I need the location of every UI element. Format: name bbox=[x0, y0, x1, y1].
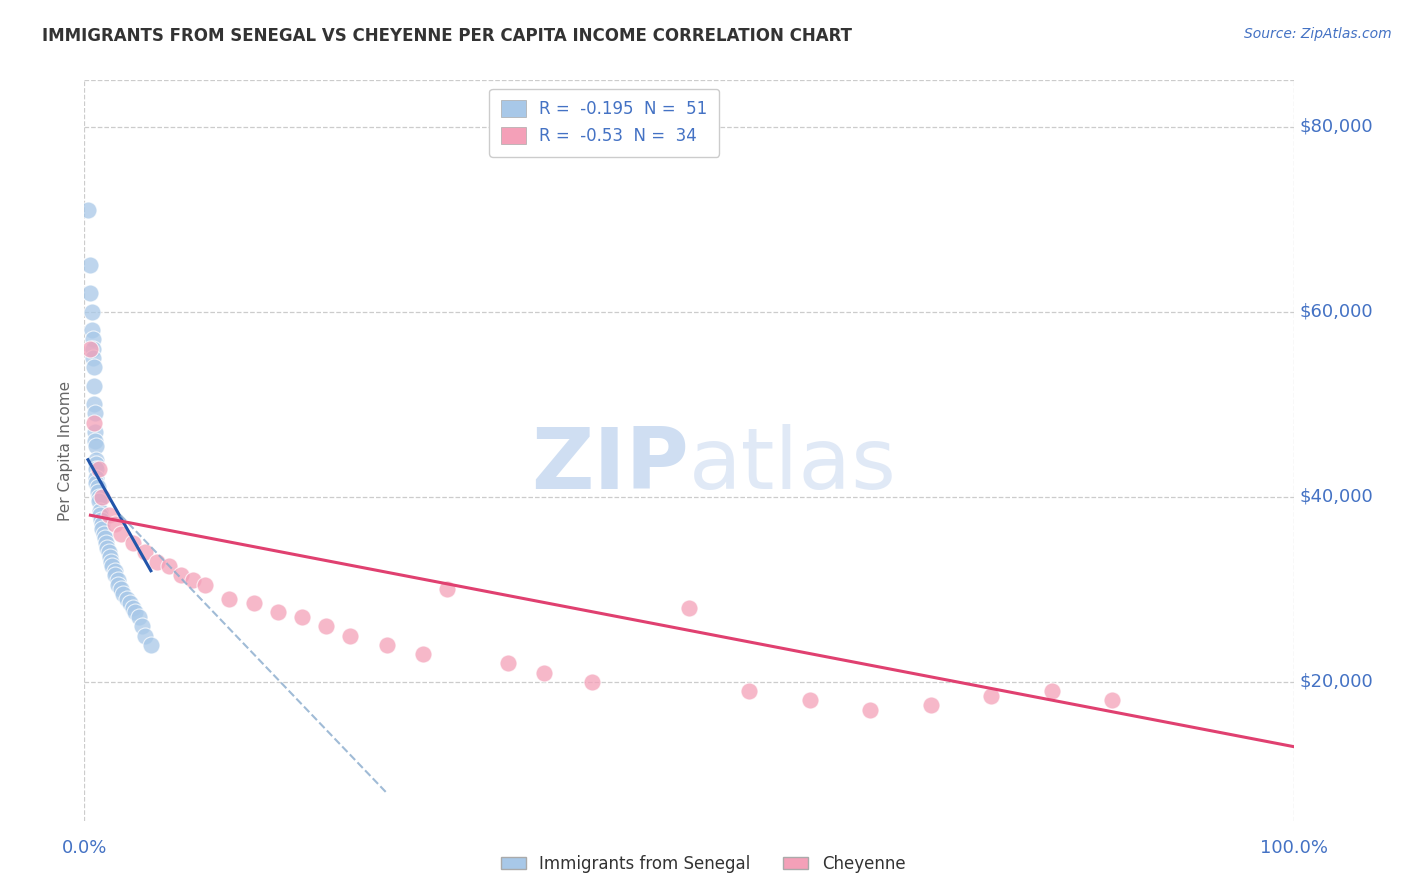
Point bbox=[115, 591, 138, 606]
Point bbox=[84, 407, 107, 421]
Point bbox=[97, 508, 120, 523]
Point bbox=[82, 332, 104, 346]
Point bbox=[112, 587, 135, 601]
Text: 100.0%: 100.0% bbox=[1260, 839, 1327, 857]
Point bbox=[94, 532, 117, 546]
Point bbox=[980, 689, 1002, 703]
Point bbox=[131, 619, 153, 633]
Text: $40,000: $40,000 bbox=[1299, 488, 1374, 506]
Point bbox=[94, 536, 117, 550]
Point bbox=[170, 568, 193, 582]
Legend: R =  -0.195  N =  51, R =  -0.53  N =  34: R = -0.195 N = 51, R = -0.53 N = 34 bbox=[489, 88, 720, 157]
Point bbox=[90, 513, 112, 527]
Point bbox=[79, 342, 101, 356]
Point bbox=[89, 508, 111, 523]
Point bbox=[859, 703, 882, 717]
Point bbox=[86, 458, 108, 472]
Point bbox=[134, 628, 156, 642]
Point bbox=[96, 541, 118, 555]
Point bbox=[82, 351, 104, 365]
Point bbox=[1040, 684, 1063, 698]
Point bbox=[181, 573, 204, 587]
Point bbox=[83, 360, 105, 375]
Y-axis label: Per Capita Income: Per Capita Income bbox=[58, 380, 73, 521]
Point bbox=[87, 490, 110, 504]
Point bbox=[79, 286, 101, 301]
Text: Source: ZipAtlas.com: Source: ZipAtlas.com bbox=[1244, 27, 1392, 41]
Point bbox=[98, 549, 121, 564]
Point bbox=[533, 665, 555, 680]
Point bbox=[375, 638, 398, 652]
Point bbox=[104, 564, 127, 578]
Point bbox=[86, 485, 108, 500]
Legend: Immigrants from Senegal, Cheyenne: Immigrants from Senegal, Cheyenne bbox=[494, 848, 912, 880]
Point bbox=[128, 610, 150, 624]
Point bbox=[86, 475, 108, 490]
Point bbox=[678, 600, 700, 615]
Point bbox=[83, 378, 105, 392]
Point bbox=[86, 439, 108, 453]
Point bbox=[799, 693, 821, 707]
Point bbox=[87, 494, 110, 508]
Text: IMMIGRANTS FROM SENEGAL VS CHEYENNE PER CAPITA INCOME CORRELATION CHART: IMMIGRANTS FROM SENEGAL VS CHEYENNE PER … bbox=[42, 27, 852, 45]
Point bbox=[157, 559, 180, 574]
Point bbox=[79, 259, 101, 273]
Point bbox=[121, 600, 143, 615]
Text: $20,000: $20,000 bbox=[1299, 673, 1374, 690]
Point bbox=[242, 596, 264, 610]
Text: ZIP: ZIP bbox=[531, 424, 689, 507]
Text: 0.0%: 0.0% bbox=[62, 839, 107, 857]
Point bbox=[104, 568, 127, 582]
Point bbox=[412, 647, 434, 661]
Point bbox=[104, 517, 127, 532]
Point bbox=[84, 425, 107, 439]
Point bbox=[218, 591, 240, 606]
Point bbox=[581, 674, 603, 689]
Point bbox=[120, 596, 142, 610]
Point bbox=[87, 462, 110, 476]
Point bbox=[80, 304, 103, 318]
Point bbox=[267, 606, 290, 620]
Point bbox=[91, 490, 114, 504]
Point bbox=[101, 559, 124, 574]
Point bbox=[124, 606, 146, 620]
Point bbox=[83, 416, 105, 430]
Point bbox=[77, 202, 100, 217]
Point bbox=[291, 610, 314, 624]
Point bbox=[920, 698, 942, 712]
Point bbox=[89, 503, 111, 517]
Point bbox=[146, 554, 169, 569]
Point bbox=[107, 573, 129, 587]
Point bbox=[121, 536, 143, 550]
Point bbox=[83, 397, 105, 411]
Text: $60,000: $60,000 bbox=[1299, 302, 1374, 320]
Point bbox=[110, 582, 132, 597]
Point bbox=[315, 619, 337, 633]
Point bbox=[134, 545, 156, 559]
Point bbox=[496, 657, 519, 671]
Point bbox=[91, 522, 114, 536]
Point bbox=[100, 554, 122, 569]
Point bbox=[339, 628, 361, 642]
Text: $80,000: $80,000 bbox=[1299, 118, 1374, 136]
Point bbox=[110, 526, 132, 541]
Point bbox=[86, 471, 108, 485]
Point bbox=[82, 342, 104, 356]
Point bbox=[93, 526, 115, 541]
Text: atlas: atlas bbox=[689, 424, 897, 507]
Point bbox=[97, 545, 120, 559]
Point bbox=[436, 582, 458, 597]
Point bbox=[1101, 693, 1123, 707]
Point bbox=[107, 577, 129, 591]
Point bbox=[80, 323, 103, 337]
Point bbox=[194, 577, 217, 591]
Point bbox=[738, 684, 761, 698]
Point bbox=[86, 452, 108, 467]
Point bbox=[91, 517, 114, 532]
Point bbox=[86, 462, 108, 476]
Point bbox=[84, 434, 107, 449]
Point bbox=[86, 480, 108, 494]
Point bbox=[139, 638, 162, 652]
